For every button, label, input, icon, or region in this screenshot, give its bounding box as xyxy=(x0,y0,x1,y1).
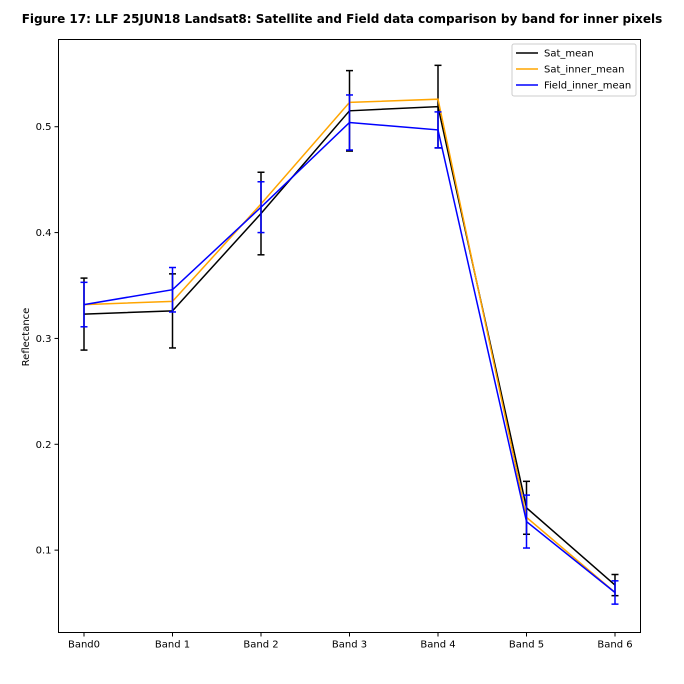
x-tick-label: Band 2 xyxy=(243,640,278,651)
series-line xyxy=(83,98,616,594)
chart-title: Figure 17: LLF 25JUN18 Landsat8: Satelli… xyxy=(21,12,663,26)
legend-label: Field_inner_mean xyxy=(544,81,631,92)
legend-label: Sat_inner_mean xyxy=(544,65,624,76)
plot-frame xyxy=(58,39,641,633)
y-tick-label: 0.2 xyxy=(36,440,52,451)
series-line xyxy=(83,121,616,594)
y-tick-label: 0.3 xyxy=(36,334,52,345)
legend: Sat_mean Sat_inner_mean Field_inner_mean xyxy=(511,43,637,97)
series-Field_inner_mean xyxy=(80,94,619,605)
plot-area: Band0 Band 1 Band 2 Band 3 Band 4 Band 5 Band … xyxy=(36,64,633,651)
x-tick-label: Band 3 xyxy=(332,640,367,651)
legend-label: Sat_mean xyxy=(544,49,594,60)
y-tick-label: 0.5 xyxy=(36,122,52,133)
series-line xyxy=(83,105,616,586)
y-axis-label: Reflectance xyxy=(21,308,32,367)
legend-box xyxy=(511,43,637,97)
x-tick-label: Band0 xyxy=(68,640,100,651)
x-tick-label: Band 1 xyxy=(155,640,190,651)
x-tick-label: Band 5 xyxy=(509,640,544,651)
x-tick-label: Band 4 xyxy=(420,640,455,651)
series-Sat_inner_mean xyxy=(83,98,616,594)
y-tick-label: 0.1 xyxy=(36,546,52,557)
y-tick-label: 0.4 xyxy=(36,228,52,239)
x-tick-label: Band 6 xyxy=(597,640,632,651)
